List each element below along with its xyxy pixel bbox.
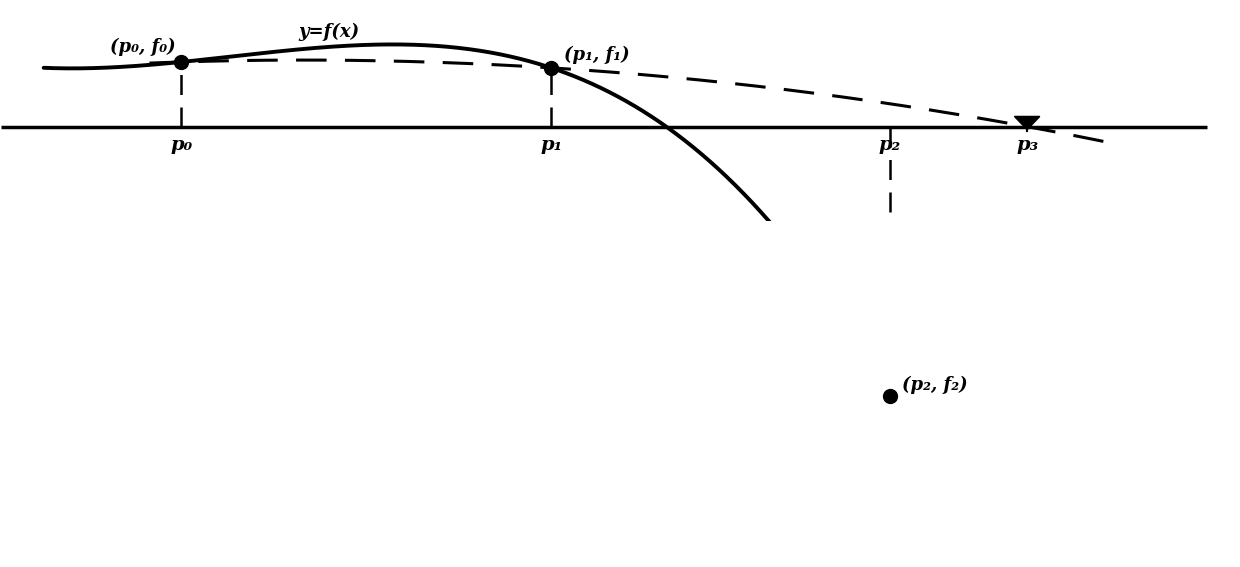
Polygon shape (1014, 116, 1040, 130)
Text: (p₀, f₀): (p₀, f₀) (110, 37, 176, 56)
Point (542, 64, 562, 73)
Text: (p₁, f₁): (p₁, f₁) (564, 46, 630, 64)
Text: p₃: p₃ (1016, 136, 1038, 154)
Point (879, 392, 899, 401)
Point (171, 57, 191, 66)
Text: y=f(x): y=f(x) (299, 23, 360, 41)
Text: p₁: p₁ (541, 136, 562, 154)
Text: (p₂, f₂): (p₂, f₂) (903, 375, 968, 393)
Text: p₀: p₀ (170, 136, 192, 154)
Text: p₂: p₂ (879, 136, 900, 154)
